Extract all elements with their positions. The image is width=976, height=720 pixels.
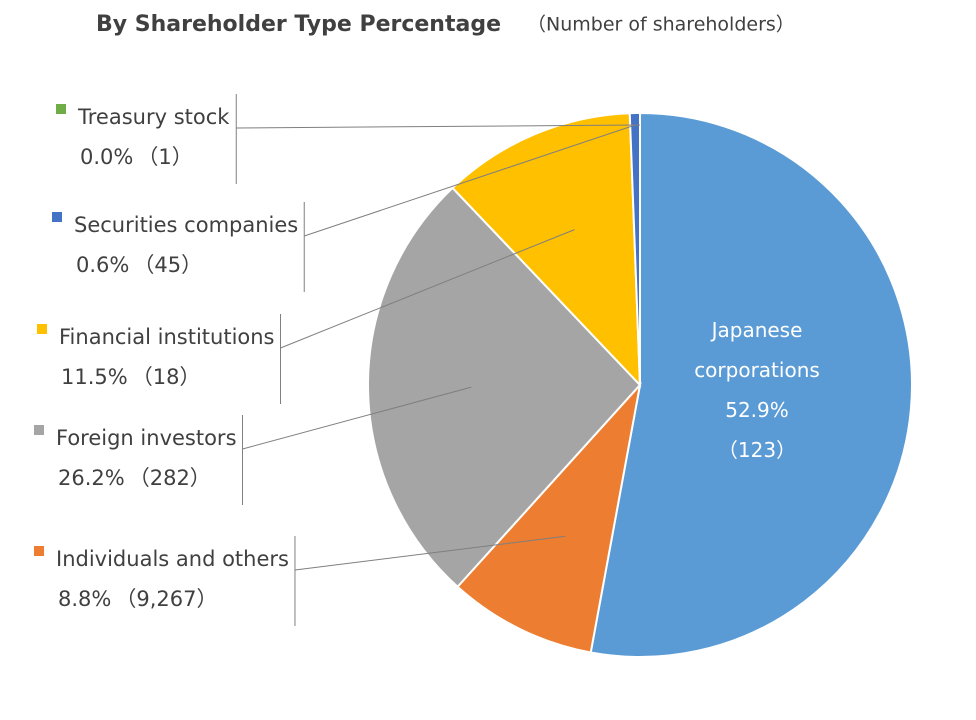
legend-swatch	[34, 546, 44, 556]
chart-subtitle: （Number of shareholders）	[527, 14, 795, 36]
leader-line	[280, 229, 575, 349]
count-label: （282）	[129, 466, 211, 490]
legend-swatch	[34, 425, 44, 435]
value-label: 52.9%	[725, 398, 789, 422]
value-label: 8.8%	[58, 587, 111, 611]
leader-line	[304, 124, 636, 237]
category-label: Treasury stock	[77, 105, 230, 129]
category-label: Financial institutions	[59, 325, 275, 349]
count-label: （1）	[137, 145, 192, 169]
inside-label: Japanese corporations 52.9% （123）	[667, 310, 847, 470]
category-label: Foreign investors	[56, 426, 237, 450]
value-label: 11.5%	[61, 365, 128, 389]
value-label: 0.6%	[76, 253, 129, 277]
chart-title: By Shareholder Type Percentage	[96, 12, 501, 37]
value-label: 0.0%	[80, 145, 133, 169]
leader-line	[236, 124, 641, 129]
count-label: （18）	[132, 365, 201, 389]
leader-line	[294, 535, 566, 571]
pie-slice	[456, 381, 642, 654]
count-label: （45）	[133, 253, 202, 277]
legend-swatch	[37, 324, 47, 334]
category-label: Securities companies	[74, 213, 298, 237]
pie-slice	[451, 112, 642, 388]
value-label: 26.2%	[58, 466, 125, 490]
count-label: （123）	[717, 438, 797, 462]
legend-swatch	[56, 104, 66, 114]
count-label: （9,267）	[115, 587, 217, 611]
category-label: Individuals and others	[56, 547, 289, 571]
pie-slice	[367, 186, 642, 589]
leader-line	[242, 386, 472, 450]
legend-swatch	[52, 212, 62, 222]
category-label: Japanese corporations	[694, 318, 820, 382]
pie-slice	[589, 111, 913, 658]
